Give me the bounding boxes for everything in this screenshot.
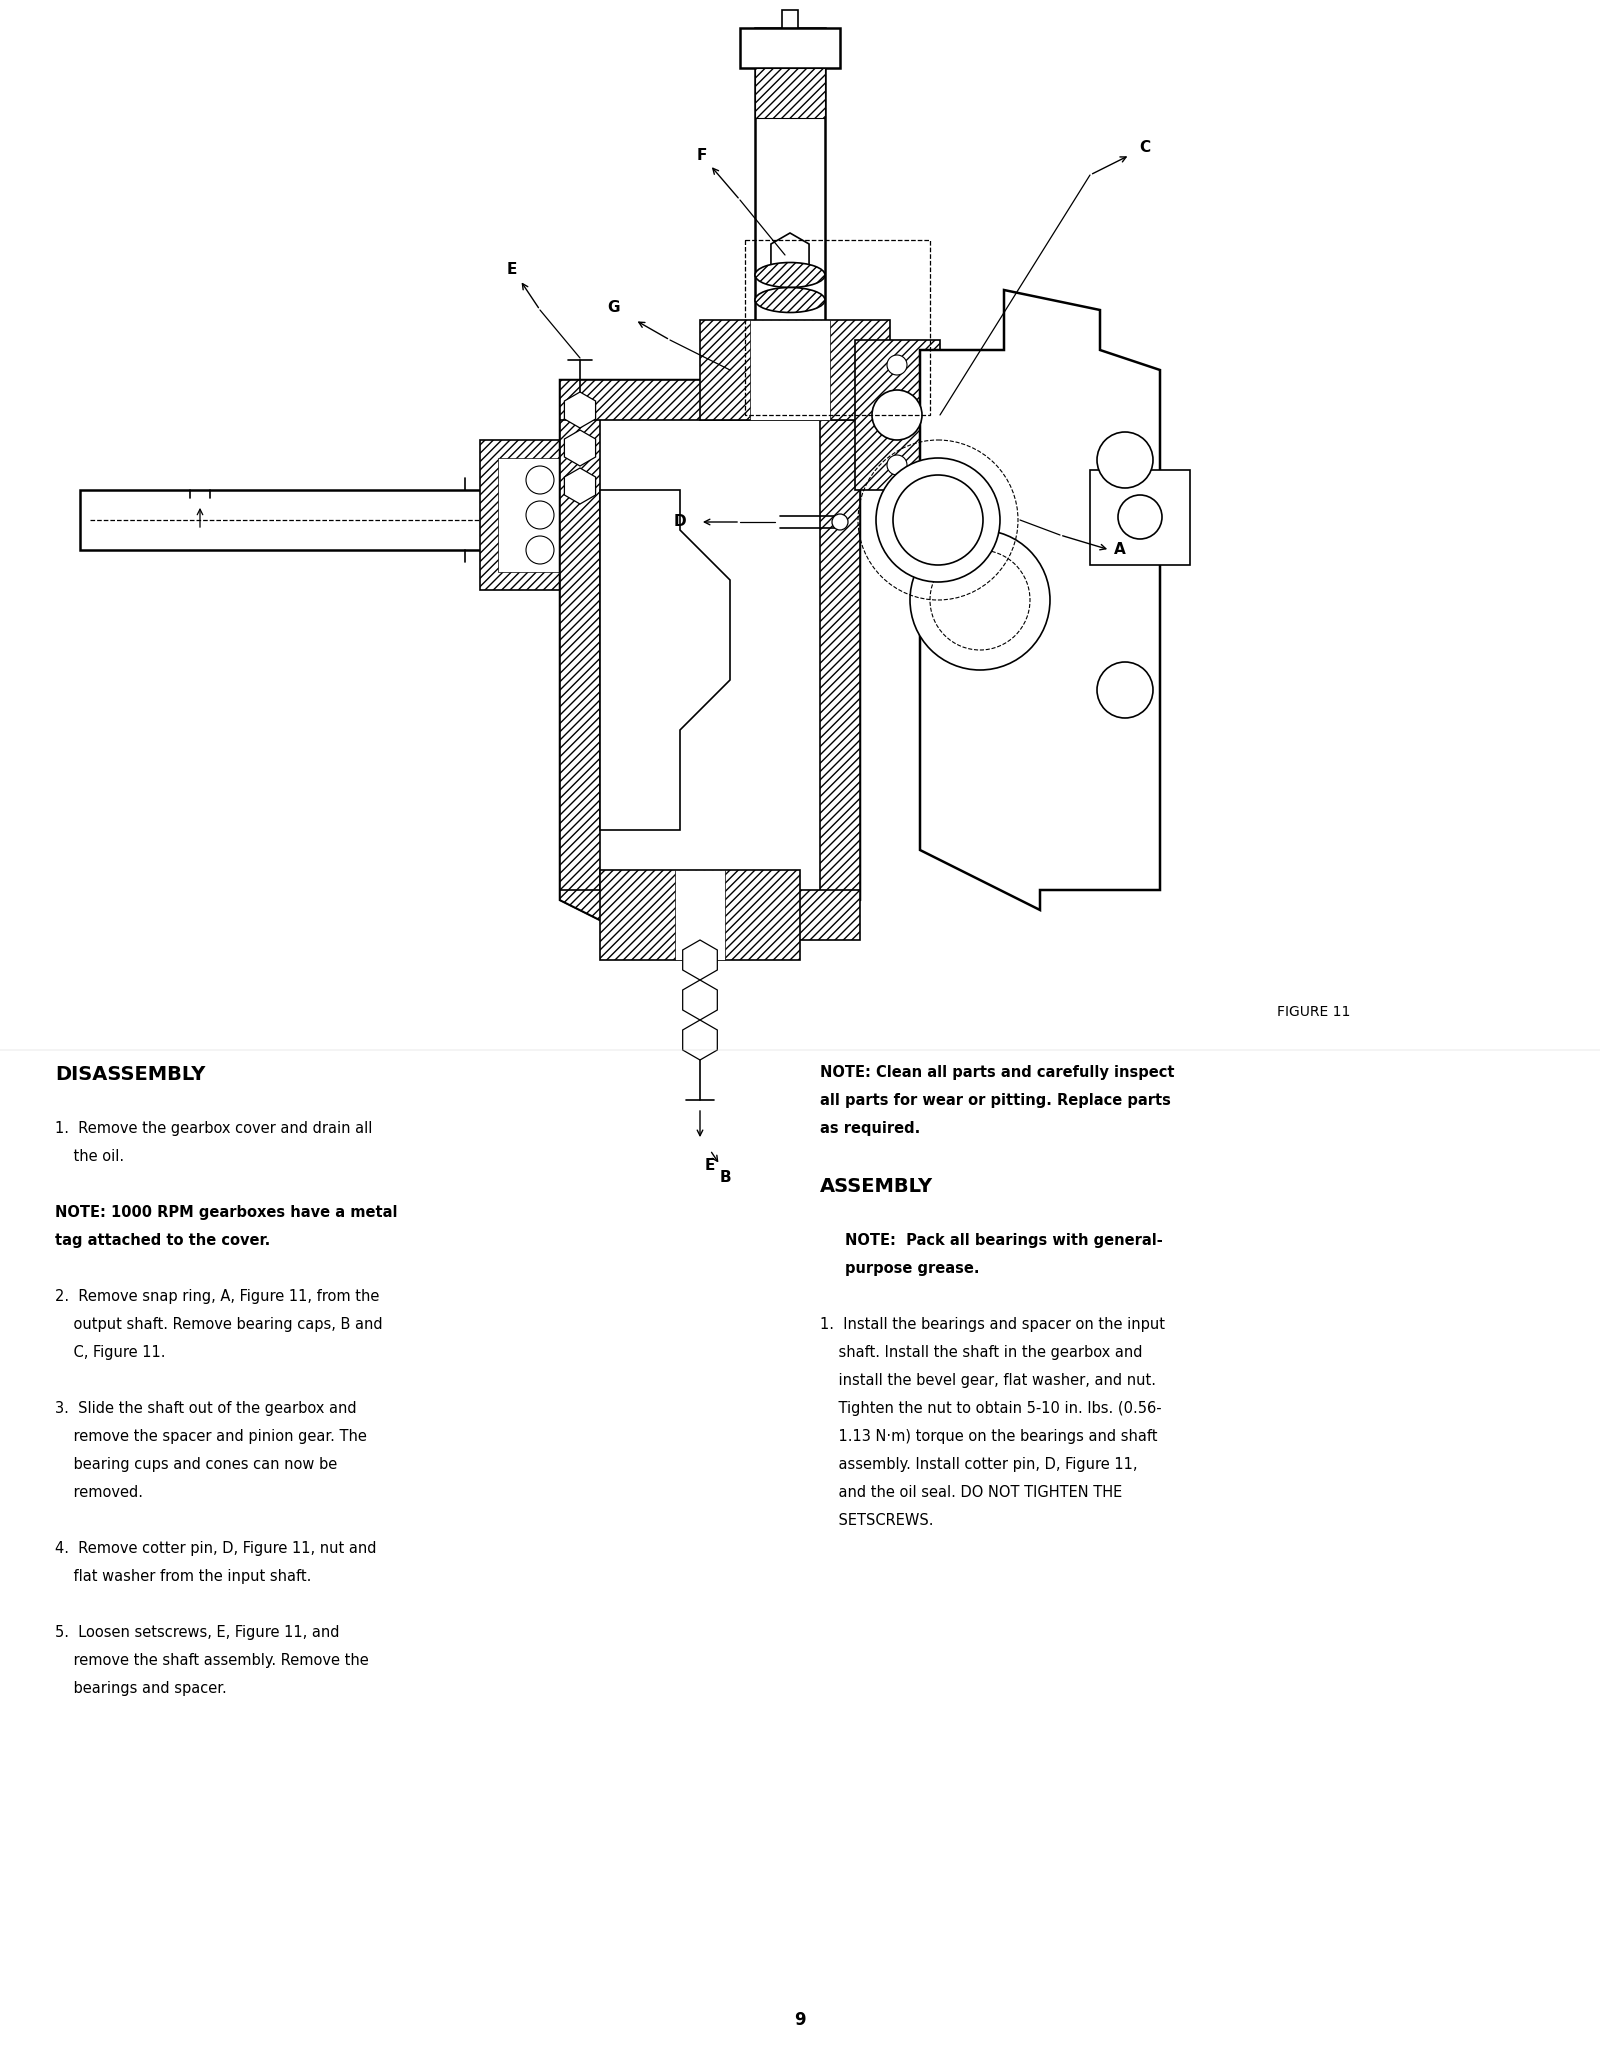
Text: FIGURE 11: FIGURE 11 — [1277, 1005, 1350, 1020]
Polygon shape — [819, 381, 861, 900]
Text: E: E — [706, 1158, 715, 1173]
Ellipse shape — [755, 287, 826, 312]
Text: C, Figure 11.: C, Figure 11. — [54, 1344, 165, 1361]
Bar — [498, 457, 582, 573]
Bar — [600, 871, 800, 960]
Bar — [701, 321, 890, 420]
Bar — [782, 10, 798, 29]
Polygon shape — [560, 381, 861, 420]
Text: purpose grease.: purpose grease. — [845, 1261, 979, 1276]
Text: 9: 9 — [794, 2010, 806, 2029]
Text: the oil.: the oil. — [54, 1150, 125, 1164]
Text: 3.  Slide the shaft out of the gearbox and: 3. Slide the shaft out of the gearbox an… — [54, 1400, 357, 1417]
Text: flat washer from the input shaft.: flat washer from the input shaft. — [54, 1570, 312, 1584]
Circle shape — [1098, 432, 1154, 488]
Circle shape — [526, 465, 554, 494]
Circle shape — [526, 536, 554, 565]
Text: output shaft. Remove bearing caps, B and: output shaft. Remove bearing caps, B and — [54, 1317, 382, 1332]
Bar — [480, 440, 600, 589]
Text: 4.  Remove cotter pin, D, Figure 11, nut and: 4. Remove cotter pin, D, Figure 11, nut … — [54, 1541, 376, 1555]
Polygon shape — [920, 290, 1160, 910]
Circle shape — [832, 515, 848, 529]
Circle shape — [877, 457, 1000, 581]
Circle shape — [1118, 494, 1162, 540]
Text: as required.: as required. — [819, 1121, 920, 1135]
Text: ASSEMBLY: ASSEMBLY — [819, 1177, 933, 1195]
Text: removed.: removed. — [54, 1485, 142, 1499]
Text: DISASSEMBLY: DISASSEMBLY — [54, 1065, 205, 1084]
Polygon shape — [560, 889, 861, 941]
Text: Tighten the nut to obtain 5-10 in. lbs. (0.56-: Tighten the nut to obtain 5-10 in. lbs. … — [819, 1400, 1162, 1417]
Text: bearings and spacer.: bearings and spacer. — [54, 1681, 227, 1696]
Text: NOTE: Clean all parts and carefully inspect: NOTE: Clean all parts and carefully insp… — [819, 1065, 1174, 1079]
Bar — [854, 339, 941, 490]
Polygon shape — [565, 393, 595, 428]
Polygon shape — [771, 234, 810, 277]
Text: tag attached to the cover.: tag attached to the cover. — [54, 1233, 270, 1247]
Text: C: C — [1139, 141, 1150, 155]
Circle shape — [930, 550, 1030, 649]
Polygon shape — [560, 381, 861, 941]
Text: A: A — [1114, 542, 1126, 558]
Circle shape — [893, 476, 982, 565]
Circle shape — [910, 529, 1050, 670]
Text: bearing cups and cones can now be: bearing cups and cones can now be — [54, 1458, 338, 1472]
Polygon shape — [683, 1020, 717, 1061]
Bar — [746, 240, 930, 416]
Circle shape — [886, 455, 907, 476]
Text: SETSCREWS.: SETSCREWS. — [819, 1514, 933, 1528]
Polygon shape — [600, 490, 730, 829]
Polygon shape — [683, 980, 717, 1020]
Text: D: D — [674, 515, 686, 529]
Text: B: B — [718, 1170, 731, 1185]
Bar — [1090, 469, 1190, 565]
Bar — [750, 321, 830, 420]
Text: install the bevel gear, flat washer, and nut.: install the bevel gear, flat washer, and… — [819, 1373, 1155, 1388]
Text: remove the shaft assembly. Remove the: remove the shaft assembly. Remove the — [54, 1652, 368, 1669]
Polygon shape — [560, 381, 600, 900]
Bar — [755, 29, 826, 370]
Text: NOTE: 1000 RPM gearboxes have a metal: NOTE: 1000 RPM gearboxes have a metal — [54, 1206, 397, 1220]
Text: E: E — [507, 263, 517, 277]
Text: all parts for wear or pitting. Replace parts: all parts for wear or pitting. Replace p… — [819, 1094, 1171, 1108]
Text: and the oil seal. DO NOT TIGHTEN THE: and the oil seal. DO NOT TIGHTEN THE — [819, 1485, 1122, 1499]
Text: 1.  Remove the gearbox cover and drain all: 1. Remove the gearbox cover and drain al… — [54, 1121, 373, 1135]
Bar — [739, 29, 840, 68]
Text: NOTE:  Pack all bearings with general-: NOTE: Pack all bearings with general- — [845, 1233, 1163, 1247]
Bar — [675, 871, 725, 960]
Text: remove the spacer and pinion gear. The: remove the spacer and pinion gear. The — [54, 1429, 366, 1443]
Polygon shape — [683, 941, 717, 980]
Text: assembly. Install cotter pin, D, Figure 11,: assembly. Install cotter pin, D, Figure … — [819, 1458, 1138, 1472]
Text: shaft. Install the shaft in the gearbox and: shaft. Install the shaft in the gearbox … — [819, 1344, 1142, 1361]
Text: G: G — [608, 300, 621, 316]
Text: 2.  Remove snap ring, A, Figure 11, from the: 2. Remove snap ring, A, Figure 11, from … — [54, 1288, 379, 1305]
Polygon shape — [565, 467, 595, 505]
Circle shape — [886, 356, 907, 374]
Polygon shape — [565, 430, 595, 465]
Circle shape — [1098, 662, 1154, 718]
Text: 1.13 N·m) torque on the bearings and shaft: 1.13 N·m) torque on the bearings and sha… — [819, 1429, 1157, 1443]
Bar — [755, 68, 826, 118]
Bar — [755, 321, 826, 370]
Ellipse shape — [755, 263, 826, 287]
Bar — [80, 490, 494, 550]
Circle shape — [526, 500, 554, 529]
Text: F: F — [698, 147, 707, 163]
Circle shape — [872, 391, 922, 440]
Text: 1.  Install the bearings and spacer on the input: 1. Install the bearings and spacer on th… — [819, 1317, 1165, 1332]
Text: 5.  Loosen setscrews, E, Figure 11, and: 5. Loosen setscrews, E, Figure 11, and — [54, 1625, 339, 1640]
